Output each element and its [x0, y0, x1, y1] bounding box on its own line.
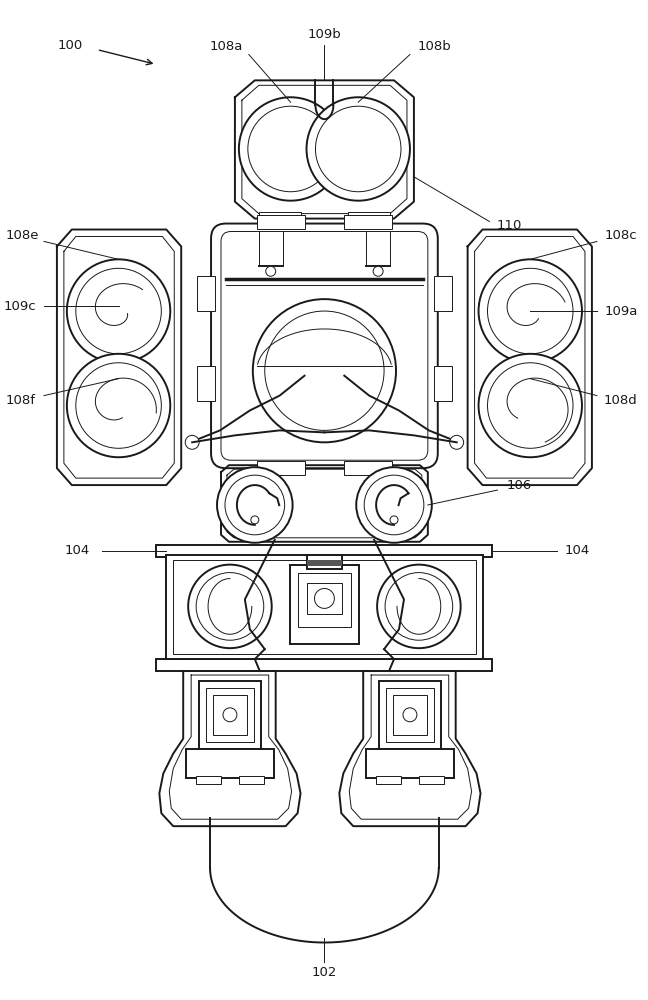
Circle shape [373, 266, 383, 276]
Bar [290, 565, 359, 644]
Circle shape [217, 467, 293, 543]
Polygon shape [349, 675, 472, 819]
Polygon shape [340, 671, 481, 826]
Bar [379, 681, 441, 749]
Circle shape [251, 516, 259, 524]
Bar [307, 560, 342, 566]
Text: 104: 104 [64, 544, 89, 557]
Bar [366, 749, 454, 778]
Circle shape [266, 266, 275, 276]
Circle shape [487, 363, 573, 448]
Polygon shape [474, 236, 585, 478]
Bar [196, 776, 221, 784]
Bar [434, 276, 452, 311]
Circle shape [248, 106, 333, 192]
Text: 110: 110 [497, 219, 522, 232]
Circle shape [403, 708, 417, 722]
Polygon shape [227, 469, 422, 538]
Circle shape [223, 708, 237, 722]
Bar [239, 776, 264, 784]
Circle shape [316, 106, 401, 192]
Text: 109a: 109a [604, 305, 638, 318]
Bar [199, 681, 260, 749]
Circle shape [377, 565, 461, 648]
Polygon shape [57, 230, 181, 485]
Bar [257, 215, 305, 229]
Circle shape [239, 97, 342, 201]
Circle shape [385, 573, 453, 640]
Circle shape [67, 354, 170, 457]
Bar [259, 212, 301, 224]
Circle shape [307, 97, 410, 201]
Circle shape [196, 573, 264, 640]
Polygon shape [221, 465, 428, 542]
Bar [186, 749, 273, 778]
Text: 106: 106 [507, 479, 532, 492]
Bar [348, 212, 390, 224]
Text: 102: 102 [312, 966, 337, 979]
Bar [156, 545, 492, 557]
Text: 108a: 108a [209, 40, 242, 53]
Bar [156, 659, 492, 671]
Text: 108b: 108b [418, 40, 452, 53]
Bar [197, 366, 215, 401]
Bar [213, 695, 247, 735]
Circle shape [479, 259, 582, 363]
Circle shape [185, 435, 199, 449]
Bar [344, 215, 392, 229]
Text: 109b: 109b [308, 28, 341, 41]
Circle shape [76, 363, 161, 448]
Text: 100: 100 [57, 39, 82, 52]
Bar [307, 583, 342, 614]
Text: 108c: 108c [605, 229, 637, 242]
Bar [257, 461, 305, 475]
Bar [297, 573, 351, 627]
FancyBboxPatch shape [221, 232, 428, 460]
Circle shape [188, 565, 272, 648]
Text: 108e: 108e [5, 229, 39, 242]
Bar [434, 366, 452, 401]
Bar [206, 688, 254, 742]
Text: 109c: 109c [4, 300, 36, 313]
Circle shape [356, 467, 432, 543]
Polygon shape [64, 236, 174, 478]
Bar [376, 776, 401, 784]
Bar [197, 276, 215, 311]
Polygon shape [242, 85, 407, 214]
Polygon shape [159, 671, 301, 826]
Circle shape [265, 311, 384, 430]
Circle shape [67, 259, 170, 363]
Bar [167, 555, 483, 659]
Text: 108d: 108d [604, 394, 638, 407]
Bar [386, 688, 434, 742]
Circle shape [314, 589, 334, 608]
Circle shape [450, 435, 463, 449]
Bar [173, 560, 476, 654]
Bar [307, 555, 342, 569]
Circle shape [253, 299, 396, 442]
Circle shape [76, 268, 161, 354]
Circle shape [225, 475, 284, 535]
Text: 104: 104 [564, 544, 590, 557]
Polygon shape [169, 675, 292, 819]
Circle shape [487, 268, 573, 354]
Bar [344, 461, 392, 475]
Bar [419, 776, 444, 784]
FancyBboxPatch shape [211, 224, 438, 468]
Circle shape [479, 354, 582, 457]
Bar [393, 695, 427, 735]
Polygon shape [235, 80, 414, 219]
Polygon shape [468, 230, 592, 485]
Circle shape [390, 516, 398, 524]
Text: 108f: 108f [5, 394, 35, 407]
Circle shape [364, 475, 424, 535]
